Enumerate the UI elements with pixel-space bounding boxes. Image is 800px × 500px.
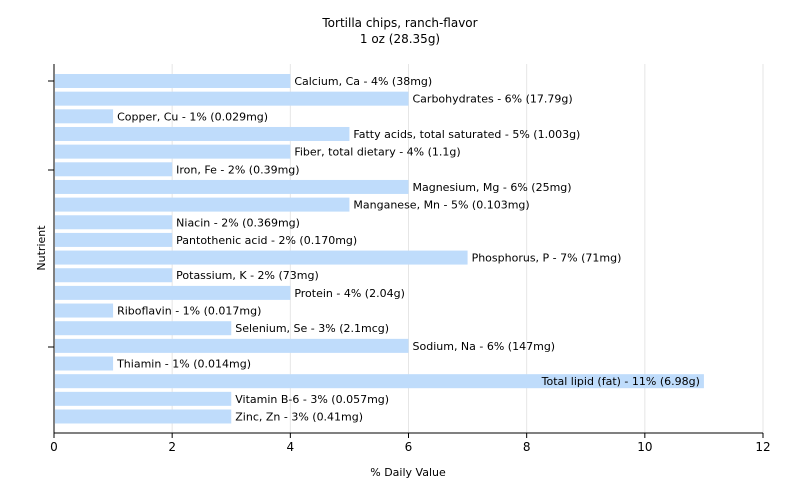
bar	[55, 197, 350, 212]
x-tick-label: 10	[637, 440, 652, 454]
x-tick-label: 0	[50, 440, 58, 454]
bar	[55, 179, 409, 194]
bar-label: Fiber, total dietary - 4% (1.1g)	[294, 146, 460, 159]
bar	[55, 232, 173, 247]
bar-label: Thiamin - 1% (0.014mg)	[116, 358, 251, 371]
bar	[55, 374, 704, 389]
bar-label: Zinc, Zn - 3% (0.41mg)	[235, 411, 363, 424]
bar	[55, 109, 114, 124]
bar-label: Fatty acids, total saturated - 5% (1.003…	[353, 128, 580, 141]
bar	[55, 268, 173, 283]
bar	[55, 285, 291, 300]
bar	[55, 250, 468, 265]
bar	[55, 126, 350, 141]
bar-label: Manganese, Mn - 5% (0.103mg)	[353, 199, 529, 212]
bar-label: Magnesium, Mg - 6% (25mg)	[413, 181, 572, 194]
bar-label: Selenium, Se - 3% (2.1mcg)	[235, 322, 389, 335]
bar	[55, 91, 409, 106]
bar	[55, 303, 114, 318]
x-tick-label: 2	[168, 440, 176, 454]
bar-label: Niacin - 2% (0.369mg)	[176, 216, 300, 229]
bar	[55, 391, 232, 406]
bar	[55, 338, 409, 353]
bar-label: Sodium, Na - 6% (147mg)	[413, 340, 556, 353]
bar-label: Potassium, K - 2% (73mg)	[176, 269, 319, 282]
bar-label: Iron, Fe - 2% (0.39mg)	[176, 163, 299, 176]
chart-subtitle: 1 oz (28.35g)	[359, 32, 441, 46]
bar	[55, 356, 114, 371]
x-tick-label: 6	[405, 440, 413, 454]
bar	[55, 144, 291, 159]
bar-label: Pantothenic acid - 2% (0.170mg)	[176, 234, 357, 247]
bar	[55, 215, 173, 230]
bar-label: Protein - 4% (2.04g)	[294, 287, 405, 300]
bar	[55, 321, 232, 336]
x-tick-label: 8	[523, 440, 531, 454]
bar-label: Riboflavin - 1% (0.017mg)	[117, 305, 261, 318]
y-axis-title: Nutrient	[35, 225, 48, 271]
x-tick-label: 4	[287, 440, 295, 454]
bar-label: Carbohydrates - 6% (17.79g)	[413, 93, 573, 106]
bar-label: Copper, Cu - 1% (0.029mg)	[117, 110, 268, 123]
bar-label: Vitamin B-6 - 3% (0.057mg)	[235, 393, 389, 406]
bar-label: Total lipid (fat) - 11% (6.98g)	[541, 375, 700, 388]
bar-label: Phosphorus, P - 7% (71mg)	[472, 252, 622, 265]
x-axis-title: % Daily Value	[370, 466, 446, 479]
x-tick-label: 12	[755, 440, 770, 454]
bar	[55, 409, 232, 424]
bar	[55, 74, 291, 88]
bar	[55, 162, 173, 177]
bar-label: Calcium, Ca - 4% (38mg)	[294, 75, 432, 88]
chart-title: Tortilla chips, ranch-flavor	[322, 16, 478, 30]
